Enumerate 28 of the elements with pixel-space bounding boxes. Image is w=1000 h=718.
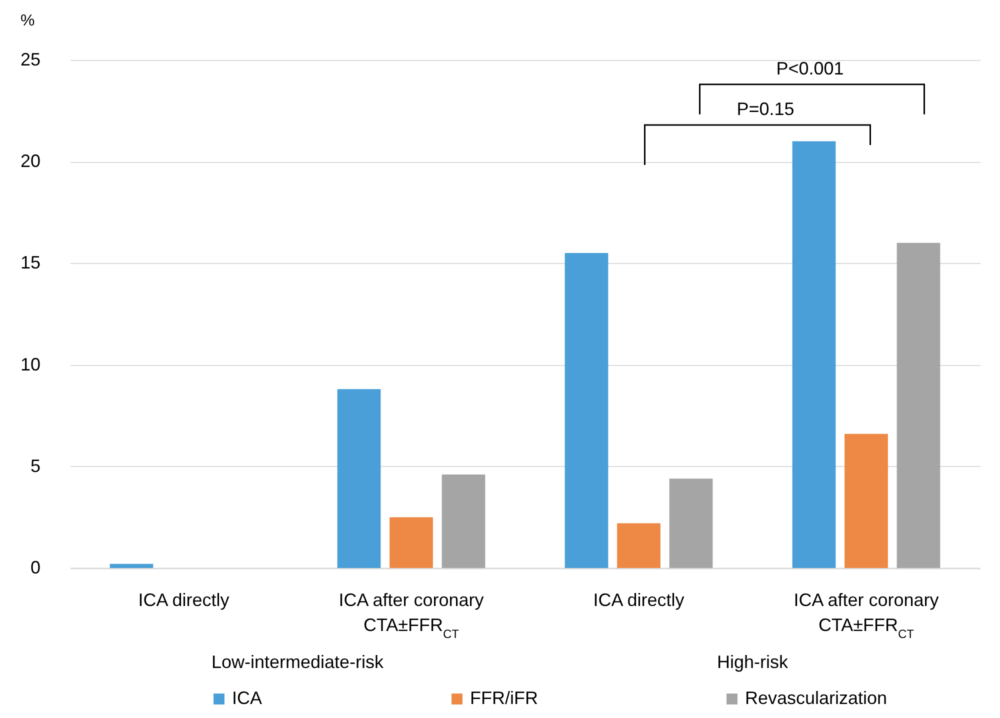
x-tick-label: ICA directly [138,590,230,610]
y-tick-label: 20 [20,151,40,172]
y-tick-label: 5 [30,456,40,476]
bar [669,478,713,568]
bar [390,517,433,568]
legend-label: ICA [232,688,262,708]
bar [442,474,486,568]
text: High-risk [716,652,789,672]
legend-label: FFR/iFR [470,688,538,708]
y-tick-label: 10 [20,354,40,374]
text: Low-intermediate-risk [211,652,385,672]
bar [896,242,940,568]
bar [617,523,660,568]
x-tick-label: ICA directly [593,590,684,610]
y-tick-label: 25 [20,50,40,70]
legend-label: Revascularization [745,688,888,708]
bar [792,141,836,568]
bar [564,253,608,568]
annotation: P<0.001 [776,58,844,78]
x-tick-label: ICA after coronary CTA±FFR$_{CT}$ [338,590,484,641]
bar [844,434,888,568]
annotation: P=0.15 [736,99,794,120]
y-tick-label: 15 [20,252,40,273]
y-axis-title: % [20,12,35,30]
bar [110,564,154,568]
y-tick-label: 0 [30,558,40,578]
x-tick-label: ICA after coronary CTA±FFR$_{CT}$ [794,590,939,641]
bar [337,389,381,568]
